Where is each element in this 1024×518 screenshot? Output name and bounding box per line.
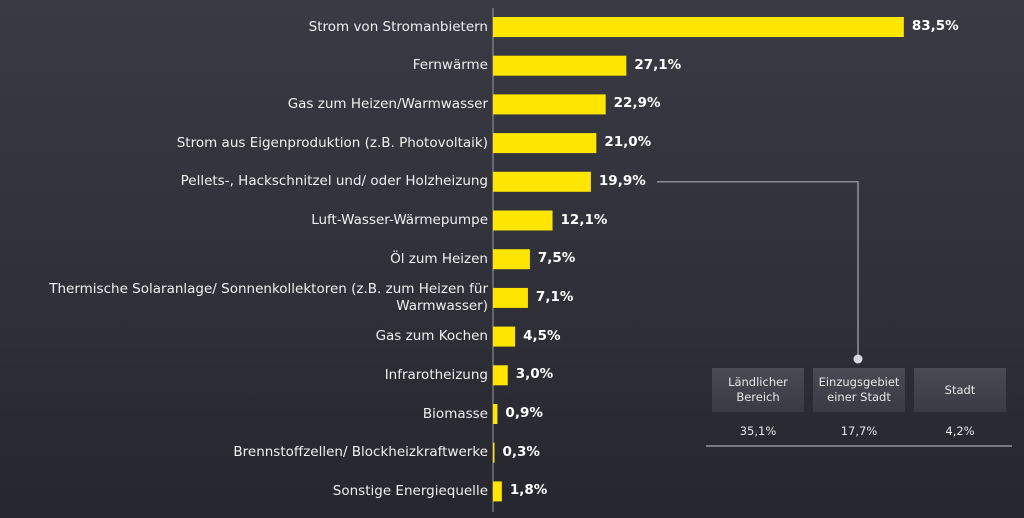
category-label: Luft-Wasser-Wärmepumpe xyxy=(311,212,488,228)
callout-header-rural: Ländlicher Bereich xyxy=(712,368,804,412)
callout-dot xyxy=(853,354,863,364)
category-label: Sonstige Energiequelle xyxy=(332,482,488,499)
data-label: 7,1% xyxy=(535,288,574,305)
category-label: Infrarotheizung xyxy=(384,366,488,383)
category-label: Gas zum Heizen/Warmwasser xyxy=(287,95,488,112)
data-label: 22,9% xyxy=(613,95,661,112)
bar xyxy=(493,326,516,347)
bar xyxy=(493,55,627,76)
data-label: 7,5% xyxy=(537,250,576,267)
bar xyxy=(493,365,508,386)
data-label: 83,5% xyxy=(911,18,959,34)
category-label: Strom von Stromanbietern xyxy=(308,18,488,35)
category-label: Öl zum Heizen xyxy=(390,250,488,267)
category-label: Strom aus Eigenproduktion (z.B. Photovol… xyxy=(176,134,488,151)
callout-header-city: Stadt xyxy=(914,368,1006,412)
data-label: 0,9% xyxy=(505,405,543,421)
data-label: 4,5% xyxy=(523,327,561,344)
callout-connector xyxy=(657,181,859,358)
bar xyxy=(493,133,597,154)
bar xyxy=(493,442,495,463)
bar xyxy=(493,17,904,37)
data-label: 21,0% xyxy=(604,134,652,151)
category-label: Thermische Solaranlage/ Sonnenkollektore… xyxy=(49,280,488,314)
bar xyxy=(493,210,553,231)
bar xyxy=(493,94,606,115)
data-label: 1,8% xyxy=(509,482,548,499)
bar xyxy=(493,171,591,192)
data-label: 12,1% xyxy=(560,211,608,228)
callout-value-rural: 35,1% xyxy=(739,424,777,438)
bar xyxy=(493,404,498,424)
bar xyxy=(493,287,528,308)
data-label: 19,9% xyxy=(598,172,646,189)
bar xyxy=(493,481,502,502)
category-label: Gas zum Kochen xyxy=(375,328,488,345)
category-label: Biomasse xyxy=(422,405,488,422)
callout-value-city: 4,2% xyxy=(945,424,975,438)
category-label: Fernwärme xyxy=(412,57,488,74)
category-label: Pellets-, Hackschnitzel und/ oder Holzhe… xyxy=(180,173,488,190)
callout-divider xyxy=(706,445,1012,447)
bar xyxy=(493,249,530,270)
data-label: 3,0% xyxy=(515,366,554,383)
data-label: 27,1% xyxy=(634,56,682,73)
data-label: 0,3% xyxy=(502,443,540,460)
callout-value-suburban: 17,7% xyxy=(840,424,878,438)
category-label: Brennstoffzellen/ Blockheizkraftwerke xyxy=(233,444,488,461)
callout-header-suburban: Einzugsgebiet einer Stadt xyxy=(813,368,905,412)
